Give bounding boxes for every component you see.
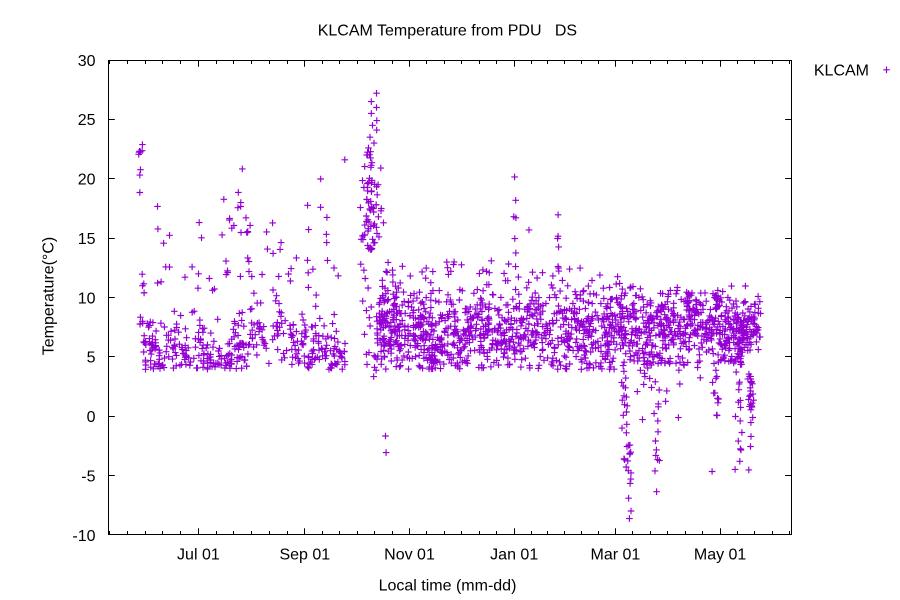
- svg-text:15: 15: [78, 231, 96, 248]
- svg-text:5: 5: [87, 350, 96, 367]
- svg-text:Jul 01: Jul 01: [177, 546, 220, 563]
- svg-text:25: 25: [78, 112, 96, 129]
- svg-text:-10: -10: [72, 528, 95, 545]
- svg-text:30: 30: [78, 53, 96, 70]
- svg-text:-5: -5: [81, 468, 95, 485]
- svg-text:20: 20: [78, 172, 96, 189]
- svg-text:Mar 01: Mar 01: [591, 546, 641, 563]
- svg-text:KLCAM: KLCAM: [814, 62, 869, 79]
- svg-text:Temperature(°C): Temperature(°C): [41, 237, 58, 355]
- svg-text:Sep 01: Sep 01: [279, 546, 330, 563]
- svg-text:0: 0: [87, 409, 96, 426]
- svg-text:Local time (mm-dd): Local time (mm-dd): [379, 577, 517, 594]
- svg-text:10: 10: [78, 290, 96, 307]
- svg-text:Jan 01: Jan 01: [490, 546, 538, 563]
- svg-text:May 01: May 01: [694, 546, 747, 563]
- svg-text:Nov 01: Nov 01: [384, 546, 435, 563]
- svg-text:KLCAM Temperature from PDU D: KLCAM Temperature from PDU DS: [318, 23, 577, 40]
